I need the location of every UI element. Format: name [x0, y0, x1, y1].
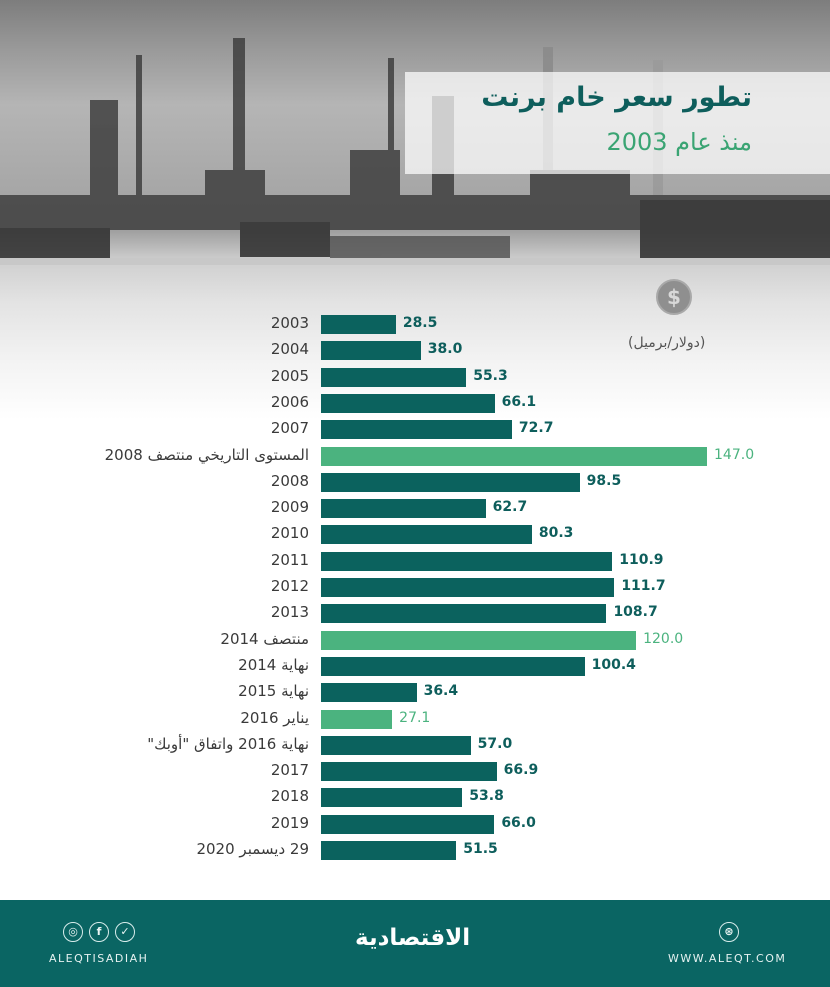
- bar: [321, 472, 580, 492]
- bar: [321, 656, 585, 676]
- chart-row: 2017 66.9: [0, 761, 830, 782]
- category-label: 2006: [270, 392, 309, 411]
- chart-row: 2004 38.0: [0, 340, 830, 361]
- category-label: 2010: [270, 524, 309, 543]
- category-label: 2009: [270, 498, 309, 517]
- category-label: نهاية 2014: [238, 655, 309, 674]
- value-label: 108.7: [613, 604, 658, 621]
- chart-row: 2003 28.5: [0, 314, 830, 335]
- chart-row: يناير 2016 27.1: [0, 708, 830, 730]
- category-label: 2003: [270, 314, 309, 332]
- chart-row: 2013 108.7: [0, 603, 830, 624]
- title-band: [405, 72, 830, 174]
- chart-row: 2006 66.1: [0, 392, 830, 414]
- bar: [321, 315, 396, 334]
- bar: [321, 841, 457, 860]
- value-label: 111.7: [621, 578, 666, 594]
- category-label: 2018: [270, 787, 309, 806]
- chart-row: 2012 111.7: [0, 577, 830, 598]
- globe-icon: ⊛: [719, 922, 739, 942]
- category-label: 2005: [270, 366, 309, 385]
- social-handle[interactable]: ALEQTISADIAH: [49, 952, 149, 965]
- category-label: 2012: [270, 577, 309, 595]
- value-label: 28.5: [402, 315, 438, 331]
- category-label: 2013: [270, 603, 309, 622]
- category-label: يناير 2016: [240, 708, 309, 727]
- value-label: 55.3: [473, 367, 508, 384]
- category-label: نهاية 2016 واتفاق "أوبك": [147, 734, 309, 753]
- bar: [321, 393, 495, 413]
- bar: [321, 735, 471, 755]
- bar: [321, 499, 486, 519]
- refinery-skyline-image: [0, 38, 830, 265]
- chart-row: 2007 72.7: [0, 419, 830, 440]
- category-label: 2007: [270, 419, 309, 438]
- category-label: 2011: [270, 550, 309, 569]
- value-label: 57.0: [477, 735, 513, 752]
- value-label: 36.4: [423, 683, 459, 700]
- category-label: 2017: [270, 761, 309, 780]
- bar: [321, 341, 421, 361]
- chart-row: 2009 62.7: [0, 498, 830, 519]
- value-label: 66.9: [503, 762, 539, 779]
- unit-label: (دولار/برميل): [628, 335, 706, 351]
- footer: ◎ f ✓ ALEQTISADIAH الاقتصادية ⊛ WWW.ALEQ…: [0, 900, 830, 987]
- bar: [321, 788, 463, 808]
- instagram-icon[interactable]: ◎: [63, 922, 83, 942]
- value-label: 53.8: [469, 788, 504, 805]
- value-label: 72.7: [518, 420, 554, 437]
- bar: [321, 762, 497, 782]
- value-label: 147.0: [714, 446, 755, 463]
- facebook-icon[interactable]: f: [89, 922, 109, 942]
- bar: [321, 367, 467, 387]
- bar-highlight: [321, 446, 708, 466]
- value-label: 110.9: [619, 551, 664, 568]
- category-label: المستوى التاريخي منتصف 2008: [104, 445, 309, 464]
- chart-title: تطور سعر خام برنت: [481, 82, 752, 113]
- chart-row: نهاية 2014 100.4: [0, 655, 830, 677]
- value-label: 120.0: [643, 630, 684, 647]
- value-label: 66.1: [501, 393, 537, 410]
- bar: [321, 814, 495, 834]
- dollar-coin-icon: $: [656, 279, 692, 315]
- value-label: 38.0: [427, 341, 463, 358]
- bar-highlight: [321, 630, 637, 650]
- chart-row: نهاية 2015 36.4: [0, 682, 830, 703]
- bar: [321, 420, 512, 440]
- chart-row: 2008 98.5: [0, 471, 830, 493]
- bar: [321, 551, 613, 571]
- category-label: منتصف 2014: [220, 629, 309, 648]
- bar: [321, 525, 532, 545]
- social-links: ◎ f ✓: [63, 922, 135, 942]
- value-label: 100.4: [591, 656, 636, 673]
- brand-logo: الاقتصادية: [355, 925, 471, 951]
- chart-row: 2018 53.8: [0, 787, 830, 808]
- chart-row: 2019 66.0: [0, 813, 830, 835]
- value-label: 80.3: [538, 525, 574, 542]
- category-label: 2008: [270, 471, 309, 490]
- value-label: 27.1: [399, 709, 431, 726]
- chart-row: 2005 55.3: [0, 366, 830, 388]
- chart-row: منتصف 2014 120.0: [0, 629, 830, 651]
- value-label: 98.5: [586, 472, 622, 489]
- bar: [321, 578, 615, 597]
- bar-highlight: [321, 709, 393, 729]
- chart-row: 2010 80.3: [0, 524, 830, 545]
- twitter-icon[interactable]: ✓: [115, 922, 135, 942]
- chart-subtitle: منذ عام 2003: [606, 128, 752, 156]
- value-label: 51.5: [463, 841, 498, 857]
- category-label: نهاية 2015: [238, 682, 309, 701]
- chart-row: المستوى التاريخي منتصف 2008 147.0: [0, 445, 830, 467]
- value-label: 62.7: [492, 499, 528, 516]
- category-label: 29 ديسمبر 2020: [196, 840, 309, 858]
- website-link[interactable]: WWW.ALEQT.COM: [668, 952, 787, 965]
- bar: [321, 604, 607, 624]
- value-label: 66.0: [501, 814, 536, 831]
- chart-row: 29 ديسمبر 2020 51.5: [0, 840, 830, 861]
- chart-row: نهاية 2016 واتفاق "أوبك" 57.0: [0, 734, 830, 756]
- bar: [321, 683, 417, 703]
- category-label: 2004: [270, 340, 309, 359]
- chart-row: 2011 110.9: [0, 550, 830, 572]
- category-label: 2019: [270, 813, 309, 832]
